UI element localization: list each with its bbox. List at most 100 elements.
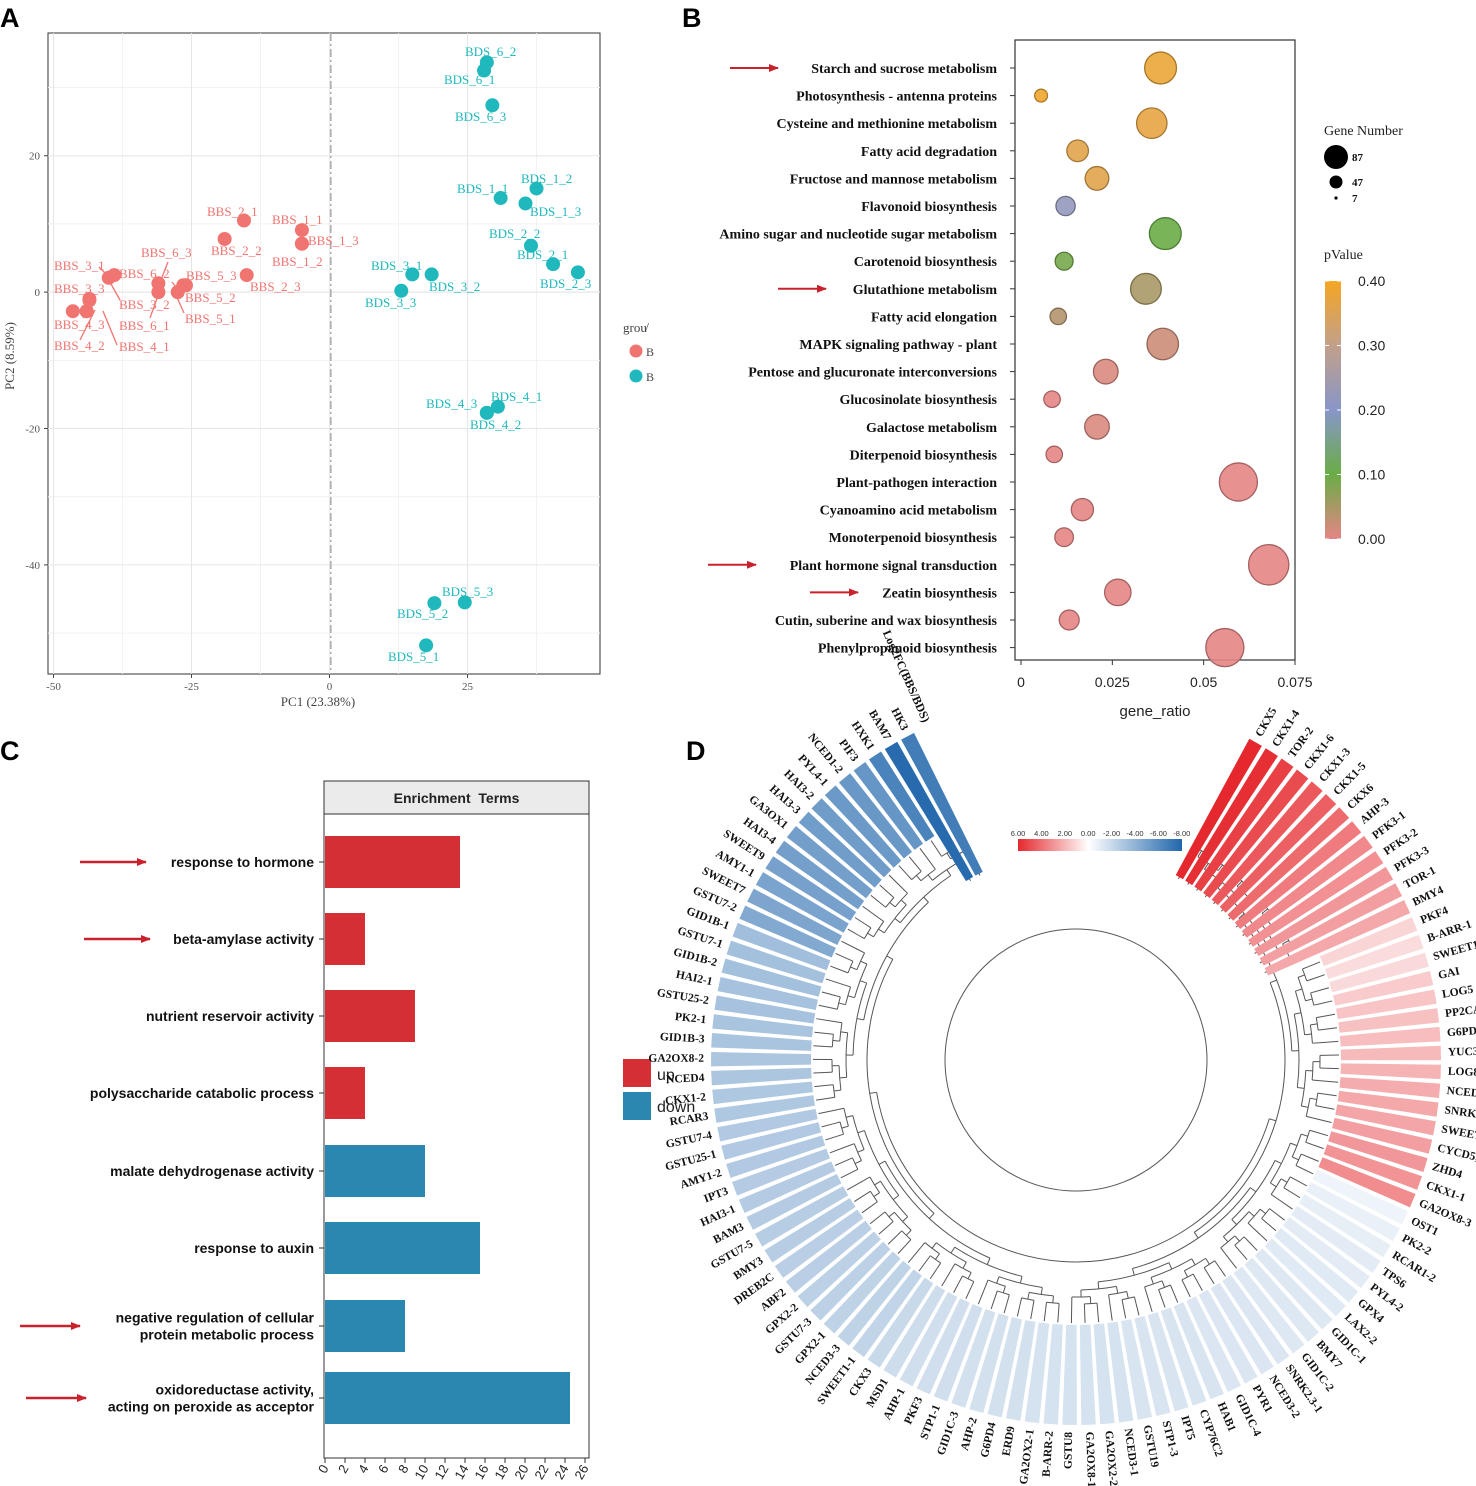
- pca-point-bbs-3-3: [82, 293, 97, 308]
- dendrogram-branch: [854, 1194, 865, 1202]
- dendrogram-branch: [838, 1002, 846, 1006]
- dendrogram-branch: [1158, 1289, 1162, 1297]
- dendrogram-branch: [905, 1239, 912, 1246]
- heatmap-cell-ga2ox8-2: [711, 1051, 812, 1067]
- heatmap-cell-gid1c-1: [1254, 1248, 1333, 1330]
- go-bar-beta-amylase-activity: [325, 913, 365, 965]
- dendrogram-branch: [886, 955, 894, 960]
- heatmap-cell-gstu19: [1120, 1319, 1153, 1420]
- pca-x-axis-label: PC1 (23.38%): [281, 694, 355, 709]
- colorbar-tick-label: 0.00: [1358, 531, 1385, 547]
- heatmap-cell-ga2ox8-1: [1079, 1324, 1096, 1425]
- pca-point-label: BDS_1_2: [521, 171, 572, 186]
- dendrogram-branch: [847, 995, 855, 999]
- dendrogram-branch: [814, 1084, 827, 1088]
- dendrogram-branch: [1306, 978, 1314, 982]
- heatmap-cell-gstu7-5: [755, 1186, 849, 1247]
- dendrogram-branch: [864, 923, 872, 929]
- gene-label: G6PD1: [1447, 1025, 1476, 1040]
- pca-y-tick-label: -40: [25, 560, 40, 572]
- dendrogram-branch: [879, 884, 889, 894]
- pca-point-label: BDS_1_3: [530, 204, 581, 219]
- go-x-tick-label: 0: [315, 1462, 332, 1476]
- dendrogram-branch: [862, 905, 879, 918]
- pca-point-label: BDS_5_1: [388, 649, 439, 664]
- dendrogram-branch: [858, 949, 865, 954]
- dendrogram-branch: [950, 1263, 956, 1271]
- pca-point-label: BBS_4_1: [119, 339, 170, 354]
- panel-letter-b: B: [682, 3, 702, 33]
- go-term-label: acting on peroxide as acceptor: [108, 1399, 315, 1415]
- pca-point-bbs-4-2: [65, 304, 80, 319]
- kegg-term-label: Starch and sucrose metabolism: [811, 62, 997, 77]
- heatmap-cell-ga2ox8-3: [1318, 1157, 1416, 1208]
- dendrogram-branch: [1310, 1023, 1318, 1026]
- heatmap-cell-amy1-2: [726, 1135, 826, 1178]
- dendrogram-branch: [1313, 1003, 1321, 1006]
- colorbar-tick-label: 0.20: [1358, 402, 1385, 418]
- heatmap-cell-nced1-1: [1339, 1077, 1441, 1099]
- kegg-term-label: MAPK signaling pathway - plant: [799, 338, 997, 353]
- dendrogram-branch: [840, 1171, 852, 1179]
- dendrogram-branch: [816, 1097, 829, 1101]
- dendrogram-branch: [873, 1192, 880, 1197]
- dendrogram-branch: [937, 850, 943, 857]
- pca-point-bds-6-2: [479, 55, 494, 70]
- heatmap-cell-hai3-3: [798, 811, 882, 888]
- dendrogram-branch: [1040, 1287, 1043, 1295]
- kegg-term-label: Plant-pathogen interaction: [836, 476, 997, 491]
- dendrogram-branch: [856, 1018, 864, 1021]
- pca-legend-label-bbs: B: [646, 345, 654, 359]
- dendrogram-branch: [916, 865, 922, 872]
- dendrogram-branch: [1203, 1267, 1209, 1274]
- dendrogram-branch: [1214, 1260, 1220, 1267]
- dendrogram-branch: [1276, 1197, 1293, 1210]
- pca-y-tick-label: 20: [29, 151, 41, 163]
- dendrogram-branch: [1294, 1012, 1302, 1015]
- dendrogram-branch: [928, 1213, 935, 1219]
- circular-heatmap: CKX5CKX1-4TOR-2CKX1-6CKX1-3CKX1-5CKX6AHP…: [648, 628, 1476, 1486]
- gene-label: GSTU19: [1141, 1424, 1161, 1469]
- dendrogram-branch: [1247, 1222, 1254, 1229]
- dendrogram-branch: [857, 1149, 865, 1153]
- kegg-term-label: Cutin, suberine and wax biosynthesis: [775, 614, 998, 629]
- dendrogram-arc: [866, 959, 935, 1214]
- dendrogram-branch: [1002, 1286, 1006, 1294]
- kegg-size-legend: Gene Number 87 47 7: [1324, 124, 1403, 205]
- dendrogram-branch: [888, 874, 903, 889]
- pca-point-bbs-2-3: [239, 268, 254, 283]
- pca-legend-title: grou̸: [623, 320, 650, 335]
- legend-label-up: up: [657, 1067, 675, 1084]
- gene-label: BMY4: [1411, 884, 1446, 909]
- gene-label: OST1: [1409, 1215, 1440, 1238]
- dendrogram-branch: [986, 1257, 991, 1265]
- dendrogram-branch: [879, 1211, 886, 1217]
- pca-point-label: BBS_5_1: [185, 311, 236, 326]
- gene-label: GA2OX8-1: [1083, 1432, 1097, 1486]
- heatmap-scale: 6.00 4.00 2.00 0.00 -2.00 -4.00 -6.00 -8.00: [1011, 829, 1190, 851]
- dendrogram-branch: [841, 969, 849, 974]
- dendrogram-branch: [1323, 1013, 1336, 1017]
- size-legend-label: 87: [1352, 152, 1364, 164]
- heatmap-cell-hai3-1: [738, 1161, 836, 1213]
- go-term-label: negative regulation of cellular: [116, 1310, 315, 1326]
- colorbar-tick-label: 0.30: [1358, 338, 1385, 354]
- heatmap-cell-tor-1: [1259, 883, 1403, 966]
- pca-x-tick-label: -25: [184, 681, 199, 693]
- dendrogram-branch: [936, 1262, 942, 1270]
- kegg-bubble-photosynthesis-antenna-proteins: [1034, 88, 1049, 103]
- kegg-term-label: Fructose and mannose metabolism: [790, 172, 998, 187]
- dendrogram-branch: [1207, 1273, 1215, 1285]
- dendrogram-branch: [813, 1071, 826, 1074]
- heatmap-cell-g6pd1: [1339, 1026, 1441, 1047]
- dendrogram-branch: [1315, 1105, 1323, 1108]
- pca-point-bds-5-1: [419, 638, 434, 653]
- heatmap-cell-ga2ox2-2: [1093, 1323, 1115, 1425]
- pca-point-bds-3-1: [405, 267, 420, 282]
- dendrogram-branch: [1261, 908, 1268, 914]
- heatmap-cell-log5: [1336, 989, 1437, 1020]
- heatmap-cell-pk2-1: [712, 1014, 814, 1038]
- pca-point-label: BDS_2_1: [517, 247, 568, 262]
- dendrogram-arc: [899, 875, 952, 924]
- dendrogram-root-ring: [944, 928, 1208, 1192]
